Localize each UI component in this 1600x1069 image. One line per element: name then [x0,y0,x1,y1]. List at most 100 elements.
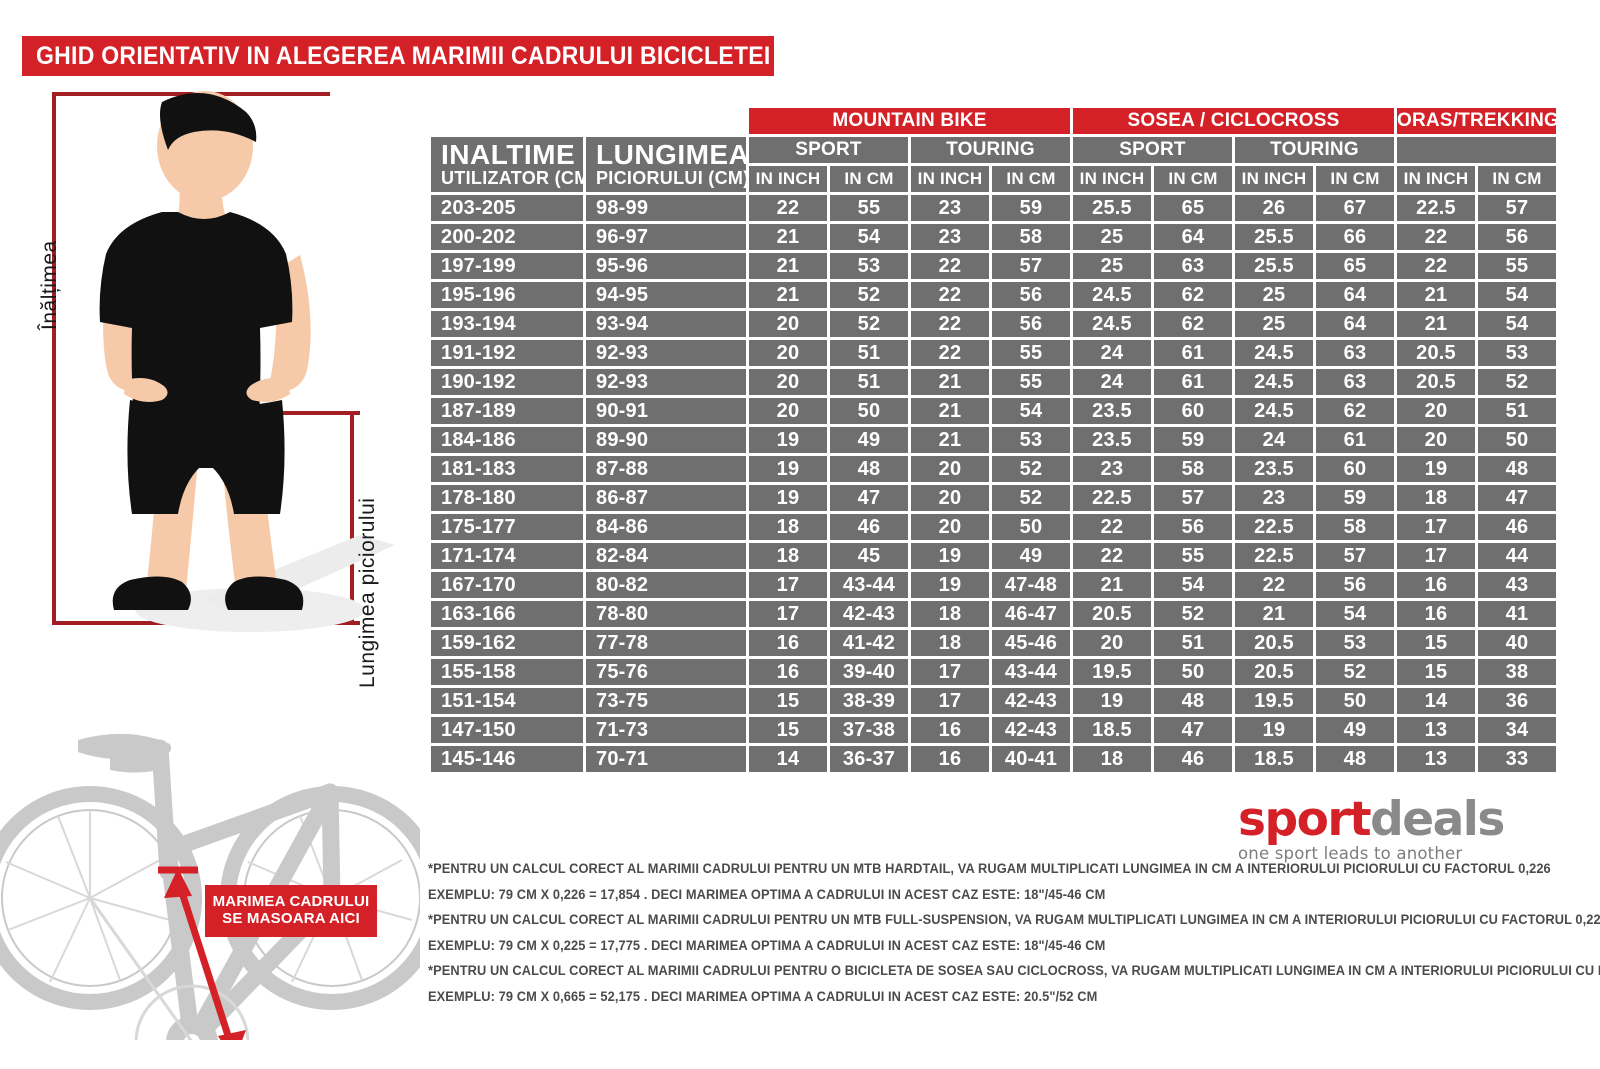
logo-wordmark: sportdeals [1238,796,1538,843]
cell-size-value: 24.5 [1235,398,1313,424]
cell-size-value: 22 [1397,224,1475,250]
cell-size-value: 20.5 [1235,630,1313,656]
cell-size-value: 50 [992,514,1070,540]
cell-size-value: 43-44 [992,659,1070,685]
cell-inseam-range: 75-76 [586,659,746,685]
cell-size-value: 20 [1073,630,1151,656]
cell-size-value: 54 [1478,311,1556,337]
frame-size-callout: MARIMEA CADRULUI SE MASOARA AICI [205,885,377,937]
cell-inseam-range: 87-88 [586,456,746,482]
group-header-mountain-bike: MOUNTAIN BIKE [749,108,1070,134]
table-row: 178-180 86-87 19 47 20 52 22.5 57 23 59 18 47 [431,485,1556,511]
cell-size-value: 19 [749,427,827,453]
cell-height-range: 181-183 [431,456,583,482]
cell-size-value: 46 [1154,746,1232,772]
column-header-inaltime-main: INALTIME [441,139,576,170]
cell-size-value: 38-39 [830,688,908,714]
cell-size-value: 43-44 [830,572,908,598]
person-figure [99,91,311,610]
cell-size-value: 36-37 [830,746,908,772]
cell-size-value: 59 [1316,485,1394,511]
cell-size-value: 22.5 [1235,514,1313,540]
cell-size-value: 19 [1073,688,1151,714]
cell-size-value: 44 [1478,543,1556,569]
cell-size-value: 54 [1478,282,1556,308]
table-row: 171-174 82-84 18 45 19 49 22 55 22.5 57 17 44 [431,543,1556,569]
cell-size-value: 52 [992,456,1070,482]
cell-size-value: 24.5 [1073,282,1151,308]
cell-size-value: 25.5 [1235,253,1313,279]
table-row: 197-199 95-96 21 53 22 57 25 63 25.5 65 22 55 [431,253,1556,279]
logo-word-deals: deals [1370,792,1505,847]
group-header-sosea-ciclocross: SOSEA / CICLOCROSS [1073,108,1394,134]
cell-size-value: 61 [1154,340,1232,366]
cell-size-value: 41 [1478,601,1556,627]
table-row: 193-194 93-94 20 52 22 56 24.5 62 25 64 21 54 [431,311,1556,337]
cell-size-value: 15 [749,688,827,714]
cell-size-value: 62 [1316,398,1394,424]
unit-header-6: IN INCH [1235,166,1313,192]
cell-size-value: 14 [1397,688,1475,714]
cell-size-value: 16 [911,746,989,772]
cell-size-value: 47 [830,485,908,511]
cell-size-value: 51 [1478,398,1556,424]
cell-size-value: 14 [749,746,827,772]
unit-header-8: IN INCH [1397,166,1475,192]
cell-size-value: 53 [1478,340,1556,366]
cell-size-value: 62 [1154,282,1232,308]
cell-size-value: 34 [1478,717,1556,743]
sizing-table-head: MOUNTAIN BIKE SOSEA / CICLOCROSS ORAS/TR… [431,108,1556,192]
cell-size-value: 50 [1316,688,1394,714]
cell-size-value: 20 [749,369,827,395]
cell-size-value: 22 [1073,543,1151,569]
cell-size-value: 13 [1397,717,1475,743]
column-header-inaltime: INALTIME UTILIZATOR (CM) [431,137,583,192]
cell-size-value: 20 [1397,398,1475,424]
spacer-cell-2 [586,108,746,134]
footnotes: *PENTRU UN CALCUL CORECT AL MARIMII CADR… [428,862,1600,1015]
cell-size-value: 20 [749,311,827,337]
cell-size-value: 62 [1154,311,1232,337]
cell-size-value: 19 [1397,456,1475,482]
sizing-table-container: MOUNTAIN BIKE SOSEA / CICLOCROSS ORAS/TR… [428,105,1556,775]
cell-size-value: 24 [1073,340,1151,366]
cell-size-value: 65 [1316,253,1394,279]
column-header-lungimea-sub: PICIORULUI (CM) [596,168,746,188]
cell-height-range: 203-205 [431,195,583,221]
cell-size-value: 20 [749,398,827,424]
table-row: 145-146 70-71 14 36-37 16 40-41 18 46 18.5 48 13 33 [431,746,1556,772]
cell-size-value: 53 [1316,630,1394,656]
table-row: 184-186 89-90 19 49 21 53 23.5 59 24 61 20 50 [431,427,1556,453]
cell-size-value: 63 [1154,253,1232,279]
cell-size-value: 64 [1154,224,1232,250]
cell-height-range: 163-166 [431,601,583,627]
cell-size-value: 56 [1316,572,1394,598]
cell-size-value: 46-47 [992,601,1070,627]
cell-size-value: 63 [1316,340,1394,366]
table-row: 203-205 98-99 22 55 23 59 25.5 65 26 67 22.5 57 [431,195,1556,221]
cell-inseam-range: 78-80 [586,601,746,627]
cell-size-value: 23 [911,224,989,250]
group-header-row: MOUNTAIN BIKE SOSEA / CICLOCROSS ORAS/TR… [431,108,1556,134]
cell-size-value: 24 [1073,369,1151,395]
cell-size-value: 22 [911,340,989,366]
cell-height-range: 145-146 [431,746,583,772]
cell-size-value: 16 [1397,601,1475,627]
cell-size-value: 47 [1478,485,1556,511]
cell-size-value: 21 [1073,572,1151,598]
cell-size-value: 18.5 [1073,717,1151,743]
cell-height-range: 184-186 [431,427,583,453]
cell-size-value: 52 [830,311,908,337]
cell-size-value: 18 [1397,485,1475,511]
cell-size-value: 53 [830,253,908,279]
cell-size-value: 16 [749,659,827,685]
cell-size-value: 19 [749,456,827,482]
cell-size-value: 37-38 [830,717,908,743]
cell-size-value: 56 [1154,514,1232,540]
inseam-measure-label: Lungimea piciorului [356,497,379,688]
cell-size-value: 65 [1154,195,1232,221]
cell-inseam-range: 84-86 [586,514,746,540]
cell-size-value: 52 [1316,659,1394,685]
footnote-line: EXEMPLU: 79 CM X 0,665 = 52,175 . DECI M… [428,988,1098,1004]
column-header-inaltime-sub: UTILIZATOR (CM) [441,168,583,188]
